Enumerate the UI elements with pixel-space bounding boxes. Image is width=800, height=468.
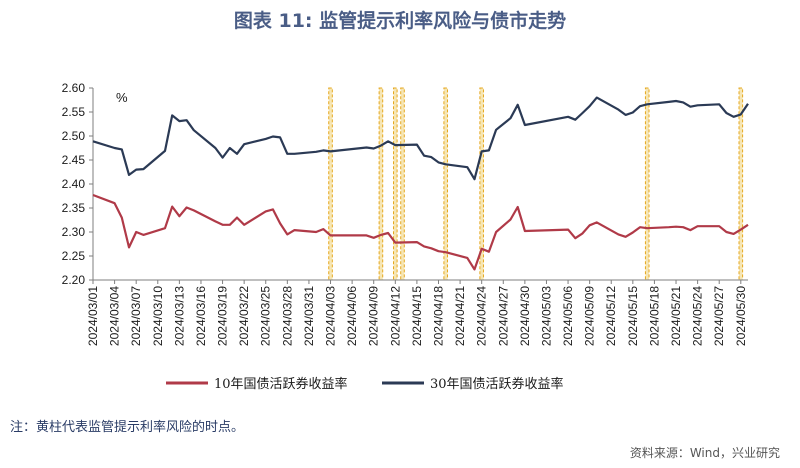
x-tick-label: 2024/03/22 <box>237 286 251 346</box>
x-tick-label: 2024/04/15 <box>410 286 424 346</box>
chart-title: 图表 11: 监管提示利率风险与债市走势 <box>233 10 567 32</box>
highlight-bars <box>328 87 744 281</box>
y-tick-label: 2.20 <box>62 273 86 287</box>
x-tick-label: 2024/03/01 <box>86 286 100 346</box>
highlight-bar <box>378 87 384 281</box>
x-tick-label: 2024/03/04 <box>108 286 122 346</box>
legend: 10年国债活跃券收益率 30年国债活跃券收益率 <box>166 376 564 392</box>
x-tick-label: 2024/04/21 <box>453 286 467 346</box>
unit-label: % <box>116 90 128 105</box>
x-tick-label: 2024/03/28 <box>280 286 294 346</box>
y-tick-label: 2.35 <box>62 201 86 215</box>
x-tick-label: 2024/05/09 <box>583 286 597 346</box>
x-tick-label: 2024/04/27 <box>496 286 510 346</box>
series-30y-line <box>92 96 749 181</box>
x-tick-label: 2024/04/12 <box>388 286 402 346</box>
footnote: 注：黄柱代表监管提示利率风险的时点。 <box>10 420 245 435</box>
x-tick-label: 2024/04/06 <box>345 286 359 346</box>
series-10y-line <box>92 193 749 271</box>
series-lines <box>92 96 749 271</box>
x-tick-label: 2024/05/03 <box>539 286 553 346</box>
y-tick-label: 2.40 <box>62 177 86 191</box>
highlight-bar <box>644 87 650 281</box>
x-tick-label: 2024/05/12 <box>604 286 618 346</box>
x-tick-label: 2024/03/31 <box>302 286 316 346</box>
y-tick-label: 2.30 <box>62 225 86 239</box>
x-tick-label: 2024/03/13 <box>172 286 186 346</box>
x-tick-label: 2024/04/18 <box>431 286 445 346</box>
x-tick-label: 2024/04/09 <box>367 286 381 346</box>
y-tick-label: 2.45 <box>62 153 86 167</box>
x-tick-label: 2024/04/24 <box>475 286 489 346</box>
x-tick-label: 2024/03/25 <box>259 286 273 346</box>
x-tick-label: 2024/03/19 <box>216 286 230 346</box>
legend-label-30y: 30年国债活跃券收益率 <box>430 376 564 392</box>
y-tick-label: 2.55 <box>62 105 86 119</box>
x-tick-label: 2024/03/16 <box>194 286 208 346</box>
x-tick-label: 2024/05/06 <box>561 286 575 346</box>
source-note: 资料来源：Wind，兴业研究 <box>629 446 780 460</box>
x-tick-label: 2024/05/15 <box>626 286 640 346</box>
highlight-bar <box>393 87 398 281</box>
x-tick-label: 2024/05/21 <box>669 286 683 346</box>
x-tick-label: 2024/04/30 <box>518 286 532 346</box>
x-tick-label: 2024/05/18 <box>647 286 661 346</box>
x-tick-label: 2024/05/30 <box>734 286 748 346</box>
axes: 2.20 2.25 2.30 2.35 2.40 2.45 2.50 2.55 2.60% 202… <box>62 81 748 346</box>
x-tick-label: 2024/03/07 <box>129 286 143 346</box>
y-tick-label: 2.60 <box>62 81 86 95</box>
x-tick-label: 2024/05/24 <box>691 286 705 346</box>
legend-label-10y: 10年国债活跃券收益率 <box>214 376 348 392</box>
highlight-bar <box>328 87 333 281</box>
x-tick-label: 2024/05/27 <box>712 286 726 346</box>
x-tick-label: 2024/03/10 <box>151 286 165 346</box>
x-tick-label: 2024/04/03 <box>324 286 338 346</box>
y-tick-label: 2.25 <box>62 249 86 263</box>
y-tick-label: 2.50 <box>62 129 86 143</box>
highlight-bar <box>738 87 744 281</box>
highlight-bar <box>400 87 405 281</box>
